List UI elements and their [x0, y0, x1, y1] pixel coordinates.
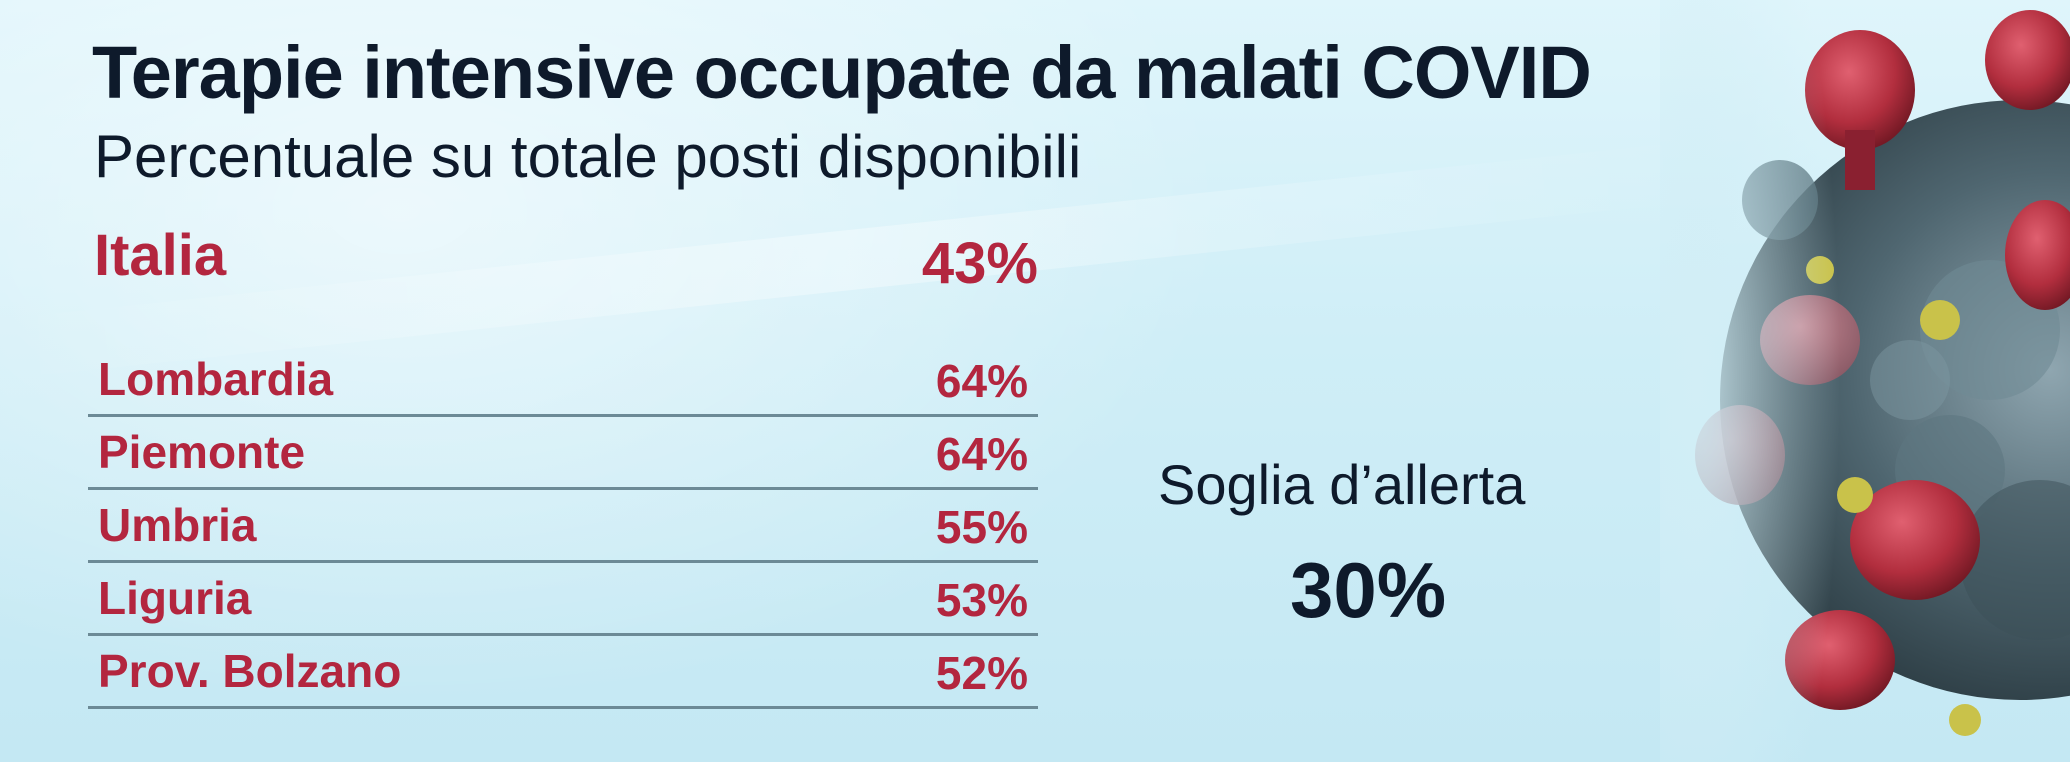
region-value: 52% [935, 647, 1028, 699]
table-row: Piemonte 64% [88, 417, 1038, 490]
region-label: Prov. Bolzano [98, 645, 402, 697]
threshold-label: Soglia d’allerta [1158, 453, 1526, 516]
region-label: Liguria [98, 572, 252, 624]
table-row: Liguria 53% [88, 563, 1038, 636]
region-value: 55% [935, 501, 1028, 553]
region-label: Lombardia [98, 353, 334, 405]
coronavirus-illustration [1660, 0, 2070, 762]
regions-table: Lombardia 64% Piemonte 64% Umbria 55% Li… [88, 344, 1038, 709]
national-value: 43% [921, 231, 1038, 296]
chart-subtitle: Percentuale su totale posti disponibili [94, 123, 1082, 190]
chart-title: Terapie intensive occupate da malati COV… [92, 31, 1592, 114]
national-label: Italia [94, 223, 227, 288]
region-label: Piemonte [98, 426, 306, 478]
table-row: Umbria 55% [88, 490, 1038, 563]
region-value: 64% [935, 355, 1028, 407]
threshold-value: 30% [1290, 546, 1447, 634]
region-label: Umbria [98, 499, 257, 551]
table-row: Lombardia 64% [88, 344, 1038, 417]
table-row: Prov. Bolzano 52% [88, 636, 1038, 709]
region-value: 53% [935, 574, 1028, 626]
background-glow [0, 0, 1300, 750]
region-value: 64% [935, 428, 1028, 480]
